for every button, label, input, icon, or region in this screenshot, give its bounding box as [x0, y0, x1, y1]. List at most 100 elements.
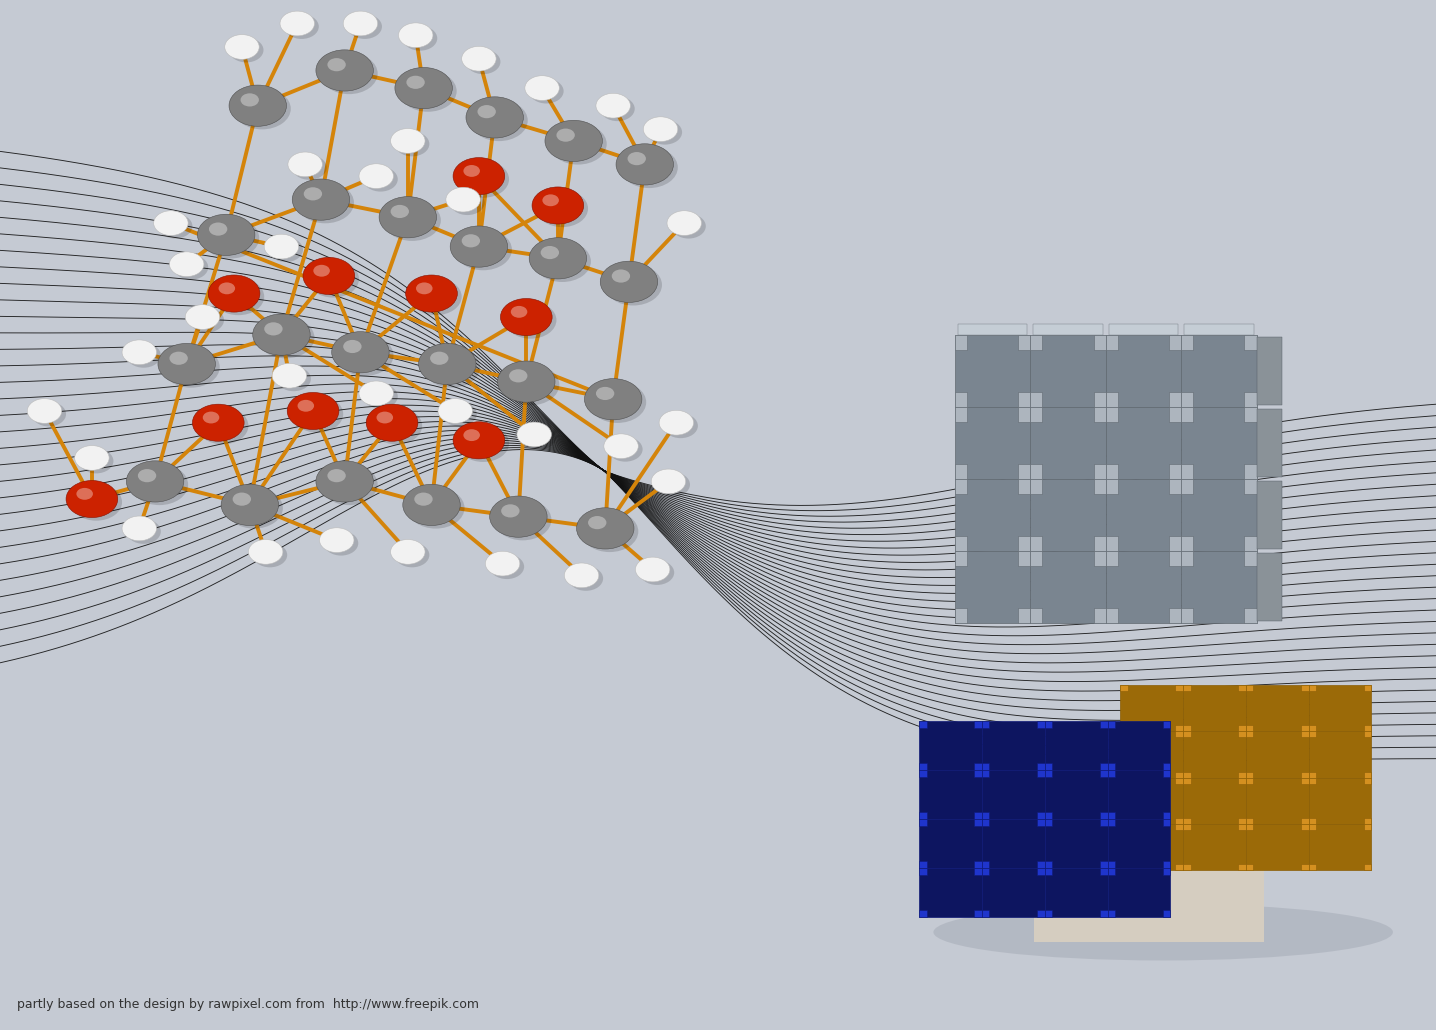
Bar: [982, 721, 1045, 770]
Circle shape: [406, 275, 458, 312]
Circle shape: [320, 464, 378, 505]
Circle shape: [447, 187, 481, 212]
Bar: [1037, 909, 1045, 917]
Circle shape: [442, 402, 477, 426]
Bar: [1245, 551, 1256, 567]
Circle shape: [230, 38, 264, 63]
Bar: [955, 392, 966, 407]
Bar: [1018, 536, 1030, 551]
Circle shape: [424, 346, 481, 387]
Bar: [982, 909, 989, 917]
Circle shape: [431, 351, 448, 365]
Circle shape: [169, 351, 188, 365]
Bar: [1094, 479, 1106, 493]
Bar: [1175, 685, 1183, 691]
Bar: [1030, 407, 1106, 479]
Bar: [1045, 867, 1053, 874]
Bar: [1308, 824, 1371, 870]
Bar: [1018, 608, 1030, 623]
Circle shape: [399, 23, 434, 47]
Circle shape: [233, 89, 290, 130]
Circle shape: [526, 76, 560, 101]
Bar: [1180, 335, 1256, 407]
Circle shape: [201, 217, 258, 259]
Circle shape: [494, 500, 551, 541]
Circle shape: [521, 425, 556, 450]
Circle shape: [477, 105, 495, 118]
Bar: [982, 867, 1045, 917]
Circle shape: [549, 124, 607, 165]
Bar: [1183, 731, 1190, 737]
Circle shape: [66, 481, 118, 518]
Circle shape: [399, 71, 457, 112]
Bar: [1120, 731, 1127, 737]
Bar: [1100, 909, 1107, 917]
Bar: [1238, 771, 1245, 778]
Circle shape: [154, 211, 188, 236]
Bar: [1163, 812, 1170, 819]
Bar: [1183, 731, 1246, 778]
Bar: [1106, 551, 1182, 623]
Bar: [1163, 861, 1170, 867]
Bar: [1030, 608, 1043, 623]
Bar: [1106, 407, 1182, 479]
Bar: [1169, 551, 1180, 567]
Bar: [1018, 392, 1030, 407]
Circle shape: [612, 270, 630, 282]
Circle shape: [316, 460, 373, 502]
Circle shape: [158, 343, 215, 384]
Bar: [1045, 769, 1053, 777]
Circle shape: [659, 410, 694, 435]
Circle shape: [32, 402, 66, 426]
Circle shape: [273, 364, 307, 388]
Circle shape: [313, 265, 330, 277]
Circle shape: [408, 487, 465, 528]
Bar: [955, 551, 966, 567]
Bar: [1120, 778, 1127, 784]
Bar: [1175, 864, 1183, 870]
Bar: [982, 721, 989, 728]
Bar: [1183, 778, 1246, 824]
Bar: [1246, 824, 1254, 830]
Circle shape: [197, 407, 248, 444]
Bar: [1045, 763, 1053, 770]
Bar: [1238, 778, 1245, 784]
Bar: [1246, 864, 1254, 870]
Circle shape: [297, 400, 314, 412]
Circle shape: [464, 430, 480, 441]
Circle shape: [534, 241, 592, 282]
Bar: [1364, 824, 1371, 830]
Circle shape: [530, 238, 587, 279]
Bar: [1183, 778, 1190, 784]
Circle shape: [131, 464, 188, 505]
Bar: [1163, 763, 1170, 770]
Circle shape: [666, 211, 701, 236]
Bar: [1245, 464, 1256, 479]
Bar: [1045, 770, 1107, 819]
Bar: [1238, 818, 1245, 824]
Bar: [1364, 685, 1371, 691]
Bar: [1094, 464, 1106, 479]
Circle shape: [323, 530, 359, 555]
Circle shape: [248, 540, 283, 564]
Circle shape: [462, 234, 480, 247]
Bar: [1183, 323, 1254, 335]
Circle shape: [169, 251, 204, 276]
Circle shape: [643, 116, 678, 141]
Circle shape: [391, 540, 425, 564]
Bar: [1106, 335, 1182, 407]
Circle shape: [467, 97, 524, 138]
Circle shape: [332, 332, 389, 373]
Circle shape: [241, 94, 258, 106]
Bar: [1045, 721, 1107, 770]
Bar: [1364, 731, 1371, 737]
Bar: [1256, 481, 1282, 549]
Bar: [1107, 819, 1116, 826]
Circle shape: [253, 314, 310, 355]
Circle shape: [336, 335, 393, 376]
Bar: [955, 479, 966, 493]
Bar: [1245, 392, 1256, 407]
Bar: [1018, 464, 1030, 479]
Circle shape: [546, 121, 603, 162]
Circle shape: [589, 516, 606, 529]
